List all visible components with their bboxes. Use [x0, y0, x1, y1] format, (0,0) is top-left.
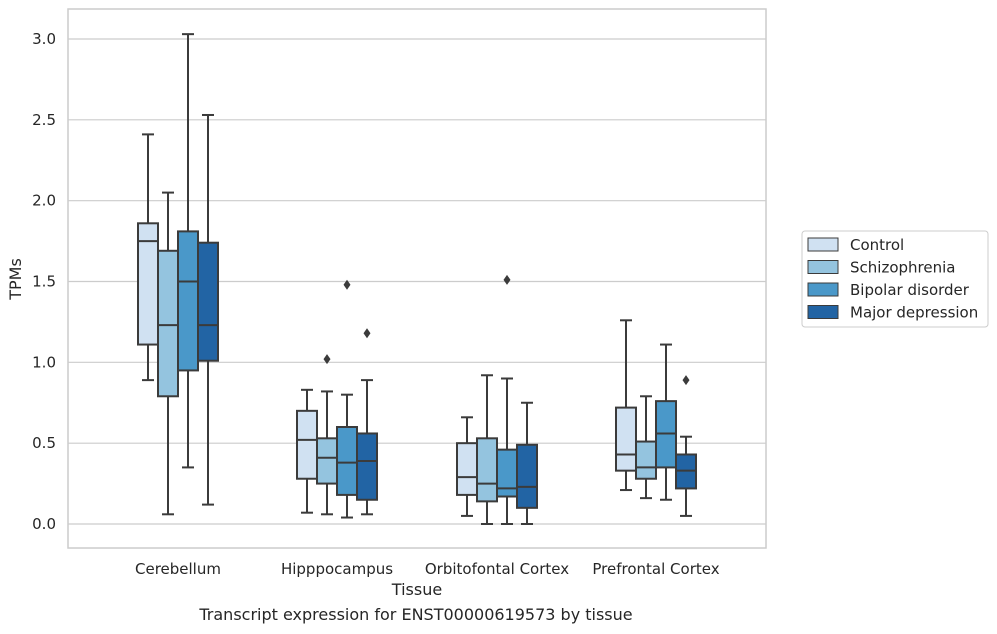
box-body — [356, 432, 378, 501]
y-tick-label: 2.5 — [32, 111, 56, 129]
box — [197, 113, 219, 506]
legend-swatch — [807, 260, 839, 274]
legend-label: Bipolar disorder — [850, 281, 970, 299]
x-tick-label: Orbitofontal Cortex — [425, 560, 569, 578]
y-tick-label: 0.0 — [32, 515, 56, 533]
legend-label: Schizophrenia — [850, 259, 955, 277]
box — [296, 388, 318, 514]
box — [496, 274, 518, 525]
y-axis-ticks: 0.0 0.5 1.0 1.5 2.0 2.5 3.0 — [32, 30, 56, 533]
box-body — [336, 426, 358, 496]
box-body — [635, 440, 657, 480]
box — [456, 416, 478, 517]
y-tick-label: 0.5 — [32, 434, 56, 452]
box-body — [615, 406, 637, 472]
box — [476, 374, 498, 525]
legend-swatch — [807, 282, 839, 297]
box — [675, 375, 697, 517]
outlier-point — [323, 354, 331, 365]
y-tick-label: 2.0 — [32, 192, 56, 210]
box-body — [296, 409, 318, 480]
outlier-point — [682, 375, 690, 386]
x-tick-label: Cerebellum — [135, 560, 221, 578]
box — [655, 343, 677, 501]
outlier-point — [363, 328, 371, 339]
legend: Control Schizophrenia Bipolar disorder Majo… — [801, 230, 989, 328]
legend-swatch — [807, 237, 839, 252]
outlier-point — [343, 279, 351, 290]
chart-caption: Transcript expression for ENST0000061957… — [199, 605, 633, 624]
box — [615, 319, 637, 492]
outlier-point — [503, 274, 511, 285]
x-axis-ticks: Cerebellum Hipppocampus Orbitofontal Corte… — [135, 560, 720, 578]
y-tick-label: 1.5 — [32, 273, 56, 291]
legend-frame — [801, 230, 989, 328]
boxplot-series — [137, 33, 697, 525]
series-schizophrenia — [157, 191, 657, 525]
legend-label: Major depression — [850, 304, 978, 322]
box — [177, 33, 199, 469]
series-control — [137, 133, 637, 517]
box-body — [316, 437, 338, 485]
box-body — [476, 437, 498, 503]
box-body — [197, 241, 219, 362]
legend-label: Control — [850, 236, 904, 254]
y-axis-label: TPMs — [6, 258, 25, 301]
x-axis-label: Tissue — [391, 580, 442, 599]
x-tick-label: Prefrontal Cortex — [592, 560, 719, 578]
y-tick-label: 1.0 — [32, 353, 56, 371]
box — [356, 328, 378, 516]
box — [316, 354, 338, 516]
box — [516, 401, 538, 525]
box — [336, 279, 358, 519]
box — [137, 133, 159, 382]
box-body — [496, 448, 518, 498]
x-tick-label: Hipppocampus — [281, 560, 393, 578]
box-body — [456, 442, 478, 496]
series-bipolar-disorder — [177, 33, 677, 525]
box — [635, 395, 657, 500]
box-body — [157, 249, 179, 398]
legend-swatch — [807, 305, 839, 319]
plot-frame — [67, 8, 767, 549]
series-major-depression — [197, 113, 697, 525]
y-tick-label: 3.0 — [32, 30, 56, 48]
box-body — [177, 230, 199, 372]
box-body — [516, 443, 538, 509]
box — [157, 191, 179, 516]
